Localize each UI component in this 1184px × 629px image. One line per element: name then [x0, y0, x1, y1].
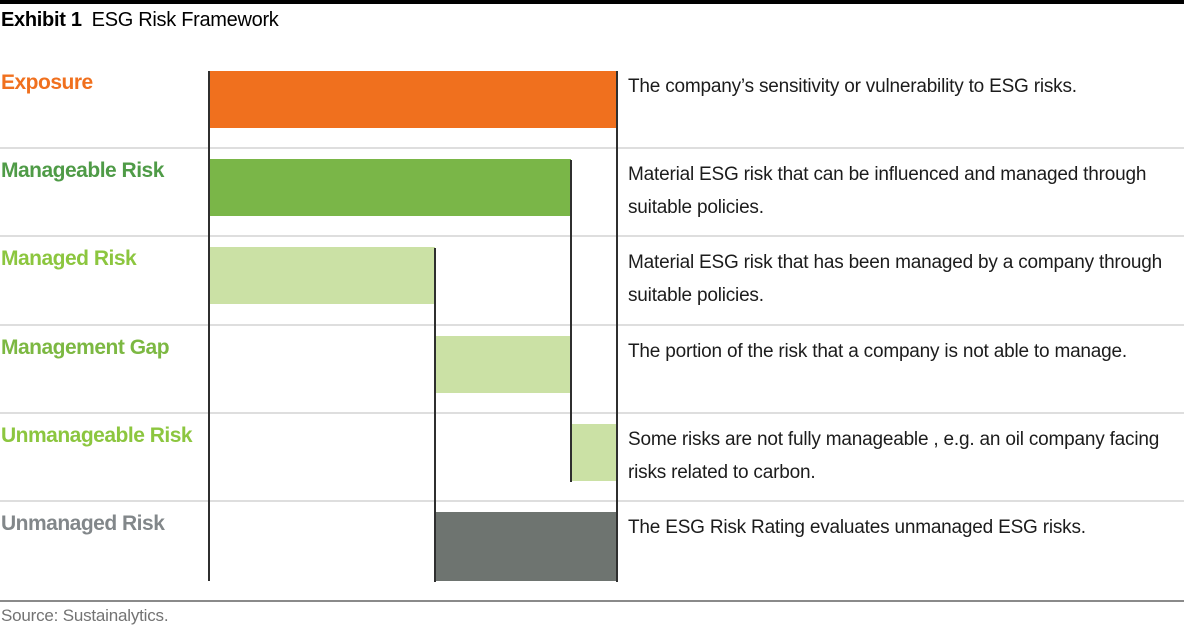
bar-management-gap: [435, 336, 571, 393]
managed-risk-boundary-line: [434, 248, 437, 582]
row-label-managed-risk: Managed Risk: [1, 247, 137, 270]
axis-left-line: [208, 71, 210, 581]
row-separator: [0, 500, 1184, 502]
bar-manageable-risk: [209, 159, 571, 216]
manageable-risk-boundary-line: [569, 160, 572, 482]
row-desc-unmanaged-risk: The ESG Risk Rating evaluates unmanaged …: [628, 517, 1086, 538]
row-desc-exposure: The company’s sensitivity or vulnerabili…: [628, 76, 1077, 97]
top-rule: [0, 0, 1184, 4]
exhibit-number: Exhibit 1: [1, 9, 82, 31]
row-label-unmanageable-risk: Unmanageable Risk: [1, 424, 193, 447]
row-label-manageable-risk: Manageable Risk: [1, 159, 164, 182]
row-desc-unmanageable-risk: Some risks are not fully manageable , e.…: [628, 429, 1160, 483]
bar-managed-risk: [209, 247, 436, 304]
page-title: Exhibit 1 ESG Risk Framework: [1, 9, 279, 32]
source-rule: [0, 600, 1184, 602]
bar-exposure: [209, 71, 617, 128]
row-desc-manageable-risk: Material ESG risk that can be influenced…: [628, 164, 1147, 218]
row-separator: [0, 324, 1184, 326]
row-label-unmanaged-risk: Unmanaged Risk: [1, 512, 165, 535]
row-separator: [0, 147, 1184, 149]
row-label-management-gap: Management Gap: [1, 336, 170, 359]
row-separator: [0, 412, 1184, 414]
exhibit-title: ESG Risk Framework: [91, 9, 279, 31]
row-label-exposure: Exposure: [1, 71, 93, 94]
row-separator: [0, 235, 1184, 237]
source-text: Source: Sustainalytics.: [1, 606, 169, 625]
row-desc-management-gap: The portion of the risk that a company i…: [628, 341, 1127, 362]
bar-unmanageable-risk: [570, 424, 617, 481]
row-desc-managed-risk: Material ESG risk that has been managed …: [628, 252, 1163, 306]
bar-unmanaged-risk: [435, 512, 617, 581]
exposure-right-line: [616, 71, 618, 582]
